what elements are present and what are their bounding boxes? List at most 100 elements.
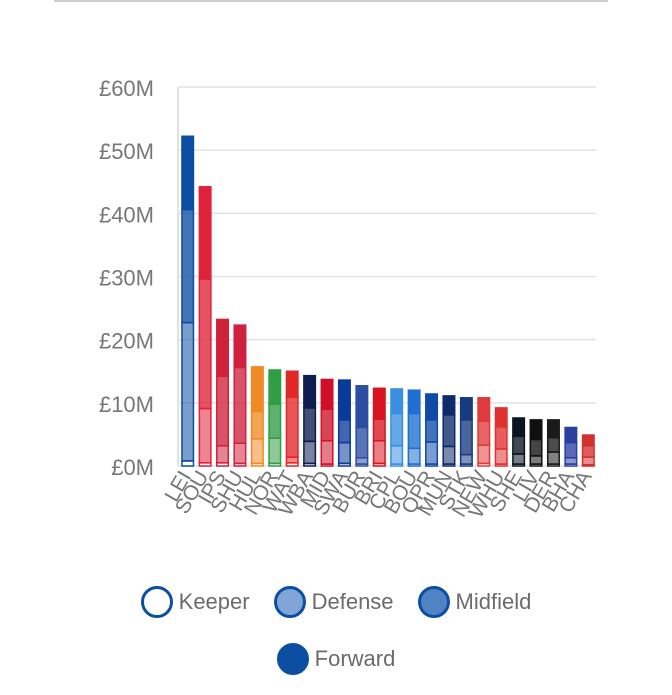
- bar-segment-forward[interactable]: [494, 407, 508, 428]
- bar-segment-defense[interactable]: [390, 445, 404, 465]
- bar-segment-forward[interactable]: [372, 387, 386, 421]
- bar-segment-defense[interactable]: [581, 456, 595, 466]
- bar-segment-forward[interactable]: [337, 379, 351, 421]
- bar-segment-forward[interactable]: [233, 324, 247, 369]
- bar-mid[interactable]: [320, 378, 334, 467]
- bar-wat[interactable]: [285, 370, 299, 467]
- legend-item-forward[interactable]: Forward: [276, 643, 395, 675]
- bar-segment-defense[interactable]: [216, 445, 230, 464]
- bar-segment-forward[interactable]: [303, 374, 317, 409]
- bar-segment-forward[interactable]: [285, 370, 299, 398]
- bar-segment-forward[interactable]: [512, 417, 526, 438]
- bar-segment-forward[interactable]: [216, 318, 230, 378]
- bar-segment-defense[interactable]: [320, 439, 334, 465]
- bar-segment-midfield[interactable]: [459, 419, 473, 456]
- bar-segment-midfield[interactable]: [320, 408, 334, 442]
- bar-stk[interactable]: [459, 397, 473, 467]
- legend-item-keeper[interactable]: Keeper: [140, 586, 250, 618]
- bar-segment-defense[interactable]: [285, 456, 299, 464]
- bar-segment-defense[interactable]: [372, 439, 386, 465]
- bar-segment-midfield[interactable]: [390, 412, 404, 447]
- bar-segment-forward[interactable]: [268, 369, 282, 405]
- bar-segment-midfield[interactable]: [442, 414, 456, 448]
- bar-wba[interactable]: [303, 374, 317, 467]
- bar-segment-forward[interactable]: [250, 366, 264, 413]
- bar-segment-midfield[interactable]: [198, 278, 212, 410]
- bar-segment-forward[interactable]: [198, 186, 212, 280]
- bar-nor[interactable]: [268, 369, 282, 467]
- bar-cpl[interactable]: [390, 388, 404, 467]
- bar-segment-midfield[interactable]: [564, 441, 578, 459]
- bar-segment-defense[interactable]: [459, 453, 473, 465]
- bar-segment-midfield[interactable]: [494, 426, 508, 450]
- bar-segment-forward[interactable]: [442, 395, 456, 416]
- bar-segment-defense[interactable]: [529, 455, 543, 465]
- bar-liv[interactable]: [529, 419, 543, 467]
- bar-segment-midfield[interactable]: [233, 366, 247, 445]
- bar-segment-defense[interactable]: [181, 321, 195, 462]
- bar-whu[interactable]: [494, 407, 508, 467]
- bar-segment-forward[interactable]: [407, 389, 421, 415]
- bar-segment-defense[interactable]: [425, 441, 439, 465]
- bar-segment-forward[interactable]: [320, 378, 334, 410]
- bar-segment-forward[interactable]: [564, 426, 578, 444]
- bar-segment-midfield[interactable]: [529, 438, 543, 457]
- bar-segment-defense[interactable]: [494, 448, 508, 465]
- bar-der[interactable]: [546, 419, 560, 467]
- bar-segment-defense[interactable]: [268, 437, 282, 465]
- legend-item-defense[interactable]: Defense: [273, 586, 394, 618]
- bar-segment-defense[interactable]: [337, 441, 351, 465]
- bar-segment-forward[interactable]: [425, 393, 439, 421]
- bar-segment-midfield[interactable]: [303, 407, 317, 443]
- bar-segment-forward[interactable]: [529, 419, 543, 441]
- bar-segment-midfield[interactable]: [425, 419, 439, 443]
- bar-bur[interactable]: [355, 385, 369, 467]
- bar-sou[interactable]: [198, 186, 212, 467]
- bar-segment-midfield[interactable]: [372, 418, 386, 442]
- bar-bha[interactable]: [564, 426, 578, 467]
- bar-ips[interactable]: [216, 318, 230, 467]
- bar-segment-midfield[interactable]: [285, 396, 299, 458]
- bar-segment-forward[interactable]: [581, 434, 595, 447]
- bar-swa[interactable]: [337, 379, 351, 467]
- bar-segment-defense[interactable]: [233, 442, 247, 465]
- bar-segment-defense[interactable]: [564, 457, 578, 465]
- bar-segment-forward[interactable]: [355, 385, 369, 429]
- bar-segment-forward[interactable]: [546, 419, 560, 439]
- legend-item-midfield[interactable]: Midfield: [417, 586, 531, 618]
- bar-segment-midfield[interactable]: [355, 426, 369, 459]
- bar-segment-defense[interactable]: [407, 447, 421, 465]
- bar-she[interactable]: [512, 417, 526, 467]
- bar-segment-defense[interactable]: [512, 453, 526, 465]
- bar-segment-midfield[interactable]: [181, 208, 195, 324]
- bar-segment-midfield[interactable]: [581, 445, 595, 458]
- bar-segment-forward[interactable]: [459, 397, 473, 421]
- bar-hul[interactable]: [250, 366, 264, 467]
- bar-segment-midfield[interactable]: [477, 420, 491, 446]
- bar-segment-defense[interactable]: [355, 457, 369, 465]
- bar-new[interactable]: [477, 397, 491, 467]
- bar-segment-midfield[interactable]: [250, 410, 264, 440]
- bar-segment-defense[interactable]: [442, 445, 456, 465]
- bar-qpr[interactable]: [425, 393, 439, 467]
- bar-segment-forward[interactable]: [181, 135, 195, 211]
- bar-segment-forward[interactable]: [390, 388, 404, 415]
- bar-segment-midfield[interactable]: [407, 412, 421, 450]
- bar-segment-forward[interactable]: [477, 397, 491, 422]
- bar-segment-midfield[interactable]: [216, 375, 230, 447]
- bar-segment-defense[interactable]: [303, 440, 317, 465]
- bar-bou[interactable]: [407, 389, 421, 467]
- bar-segment-defense[interactable]: [250, 438, 264, 465]
- bar-bri[interactable]: [372, 387, 386, 467]
- bar-segment-midfield[interactable]: [268, 403, 282, 439]
- bar-segment-defense[interactable]: [477, 444, 491, 465]
- bar-cha[interactable]: [581, 434, 595, 467]
- bar-segment-midfield[interactable]: [546, 436, 560, 453]
- bar-segment-defense[interactable]: [546, 451, 560, 465]
- bar-segment-keeper[interactable]: [181, 460, 195, 467]
- bar-mun[interactable]: [442, 395, 456, 467]
- bar-lei[interactable]: [181, 135, 195, 467]
- bar-segment-midfield[interactable]: [337, 419, 351, 444]
- bar-segment-defense[interactable]: [198, 407, 212, 464]
- bar-shu[interactable]: [233, 324, 247, 467]
